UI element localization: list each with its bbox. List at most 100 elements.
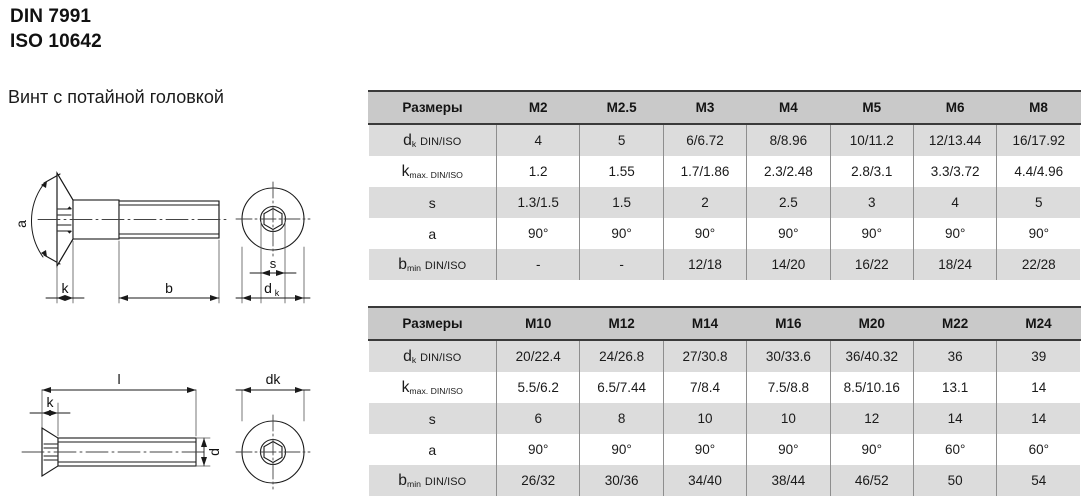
cell: 16/22 <box>829 249 915 280</box>
cell: 90° <box>746 434 832 465</box>
dimension-table-m2-m8: Размеры M2 M2.5 M3 M4 M5 M6 M8 dk DIN/IS… <box>368 90 1081 280</box>
label-s: s <box>270 256 277 271</box>
label-k-top: k <box>62 280 70 296</box>
row-label-dk: dk DIN/ISO <box>368 340 497 372</box>
cell: 2.5 <box>746 187 832 218</box>
label-k-bottom: k <box>47 394 55 410</box>
cell: 1.7/1.86 <box>662 156 749 187</box>
cell: 10 <box>746 403 832 434</box>
drawing-countersunk-screw-top: a k b s d k <box>0 155 335 315</box>
cell: 5.5/6.2 <box>495 372 582 403</box>
cell: 30/33.6 <box>746 340 832 372</box>
label-d: d <box>206 448 222 456</box>
row-label-dk: dk DIN/ISO <box>368 124 497 156</box>
row-label-a: a <box>368 434 497 465</box>
cell: 26/32 <box>495 465 582 496</box>
table1-header-cell-3: M3 <box>662 90 748 125</box>
row-label-kmax: kmax. DIN/ISO <box>368 156 497 187</box>
row-label-bmin: bmin DIN/ISO <box>368 249 497 280</box>
standard-titles: DIN 7991 ISO 10642 <box>10 4 102 54</box>
cell: 90° <box>579 434 665 465</box>
table1-header-cell-2: M2.5 <box>579 90 664 125</box>
cell: 14/20 <box>746 249 832 280</box>
cell: 14 <box>996 403 1081 434</box>
cell: 8/8.96 <box>746 124 832 156</box>
cell: 38/44 <box>746 465 832 496</box>
cell: 4 <box>912 187 999 218</box>
label-dk-top: d <box>264 280 272 296</box>
cell: 30/36 <box>579 465 665 496</box>
cell: 60° <box>912 434 999 465</box>
cell: 90° <box>996 218 1081 249</box>
cell: 90° <box>746 218 832 249</box>
cell: 1.3/1.5 <box>495 187 582 218</box>
cell: 2.3/2.48 <box>746 156 832 187</box>
table1-header-cell-6: M6 <box>912 90 998 125</box>
cell: 50 <box>912 465 999 496</box>
cell: 13.1 <box>912 372 999 403</box>
table2-header-cell-1: M10 <box>495 306 581 341</box>
cell: 3 <box>829 187 915 218</box>
cell: 60° <box>996 434 1081 465</box>
cell: 46/52 <box>829 465 915 496</box>
cell: 14 <box>912 403 999 434</box>
table-row: s 6 8 10 10 12 14 14 <box>368 403 1081 434</box>
drawing-countersunk-screw-bottom: l k d dk <box>0 358 335 500</box>
cell: 16/17.92 <box>996 124 1081 156</box>
cell: 36 <box>912 340 999 372</box>
cell: 90° <box>579 218 665 249</box>
table1-header-row: Размеры M2 M2.5 M3 M4 M5 M6 M8 <box>368 90 1081 125</box>
cell: 12 <box>829 403 915 434</box>
cell: 8 <box>579 403 665 434</box>
table-row: dk DIN/ISO 4 5 6/6.72 8/8.96 10/11.2 12/… <box>368 124 1081 156</box>
table2-header-cell-6: M22 <box>912 306 998 341</box>
cell: 6 <box>495 403 582 434</box>
cell: 27/30.8 <box>662 340 749 372</box>
page-subtitle: Винт с потайной головкой <box>8 87 224 107</box>
table1-header-cell-7: M8 <box>996 90 1081 125</box>
cell: 8.5/10.16 <box>829 372 915 403</box>
cell: 18/24 <box>912 249 999 280</box>
table2-header-cell-2: M12 <box>579 306 664 341</box>
standard-din: DIN 7991 <box>10 6 92 27</box>
table2-header-cell-7: M24 <box>996 306 1081 341</box>
table1-header-cell-1: M2 <box>495 90 581 125</box>
cell: 10/11.2 <box>829 124 915 156</box>
table-row: a 90° 90° 90° 90° 90° 90° 90° <box>368 218 1081 249</box>
cell: 90° <box>662 434 749 465</box>
cell: 90° <box>662 218 749 249</box>
table1-header-cell-5: M5 <box>829 90 914 125</box>
cell: 90° <box>829 218 915 249</box>
cell: 3.3/3.72 <box>912 156 999 187</box>
row-label-a: a <box>368 218 497 249</box>
cell: 2 <box>662 187 749 218</box>
cell: 10 <box>662 403 749 434</box>
cell: 1.5 <box>579 187 665 218</box>
row-label-s: s <box>368 187 497 218</box>
table2-header-cell-3: M14 <box>662 306 748 341</box>
table2-header-cell-4: M16 <box>746 306 831 341</box>
cell: 34/40 <box>662 465 749 496</box>
screw-length-view-svg: l k d dk <box>21 371 311 490</box>
cell: 6.5/7.44 <box>579 372 665 403</box>
cell: 6/6.72 <box>662 124 749 156</box>
cell: - <box>495 249 582 280</box>
cell: 5 <box>579 124 665 156</box>
cell: 90° <box>495 218 582 249</box>
standard-iso: ISO 10642 <box>10 31 102 52</box>
screw-side-view-svg: a k b s d k <box>13 170 311 304</box>
table-row: bmin DIN/ISO 26/32 30/36 34/40 38/44 46/… <box>368 465 1081 496</box>
cell: 22/28 <box>996 249 1081 280</box>
row-label-bmin: bmin DIN/ISO <box>368 465 497 496</box>
cell: 5 <box>996 187 1081 218</box>
table1-header-cell-4: M4 <box>746 90 831 125</box>
cell: 14 <box>996 372 1081 403</box>
table1-header-cell-0: Размеры <box>368 90 497 125</box>
table2-header-row: Размеры M10 M12 M14 M16 M20 M22 M24 <box>368 306 1081 341</box>
label-angle-a: a <box>13 220 29 228</box>
table-row: dk DIN/ISO 20/22.4 24/26.8 27/30.8 30/33… <box>368 340 1081 372</box>
dimension-table-m10-m24: Размеры M10 M12 M14 M16 M20 M22 M24 dk D… <box>368 306 1081 496</box>
cell: 90° <box>495 434 582 465</box>
cell: - <box>579 249 665 280</box>
table-row: s 1.3/1.5 1.5 2 2.5 3 4 5 <box>368 187 1081 218</box>
